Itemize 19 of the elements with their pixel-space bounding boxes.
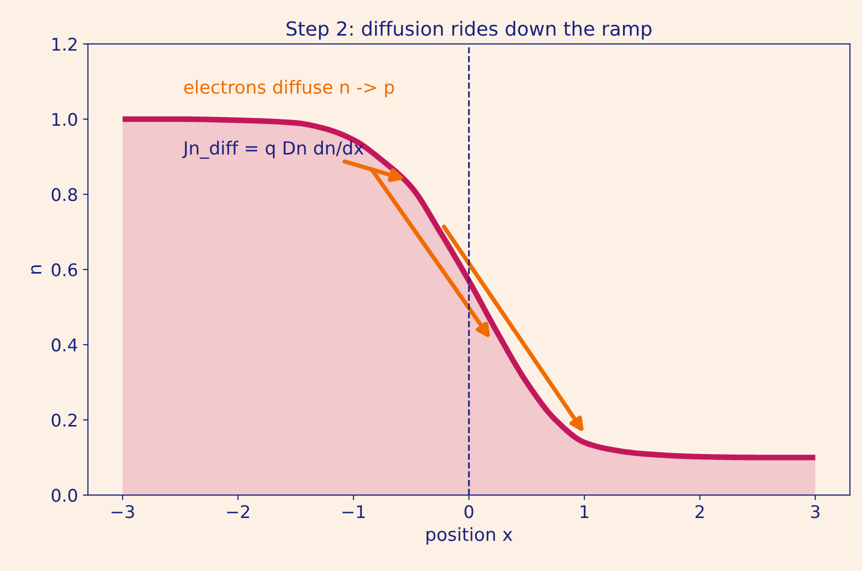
chart-title: Step 2: diffusion rides down the ramp: [286, 20, 652, 40]
y-tick-label: 1.2: [52, 38, 76, 51]
y-tick-label: 0.2: [52, 414, 76, 427]
y-tick-label: 0.0: [52, 488, 78, 502]
x-axis-title: position x: [426, 527, 512, 545]
annotation: electrons diffuse n -> p: [184, 80, 394, 98]
x-tick-label: 2: [696, 505, 704, 518]
y-axis-title: n: [31, 265, 42, 274]
x-tick-label: −3: [112, 505, 134, 518]
y-tick-label: 0.8: [52, 188, 78, 202]
x-tick-label: 3: [811, 505, 820, 518]
x-tick-label: 1: [580, 505, 588, 518]
x-tick-label: −2: [227, 505, 250, 518]
annotation: Jn_diff = q Dn dn/dx: [182, 140, 364, 159]
x-tick-label: 0: [464, 505, 474, 518]
y-tick-label: 1.0: [52, 112, 78, 126]
y-tick-label: 0.6: [52, 263, 78, 276]
x-tick-label: −1: [342, 505, 365, 518]
y-tick-label: 0.4: [52, 338, 78, 352]
